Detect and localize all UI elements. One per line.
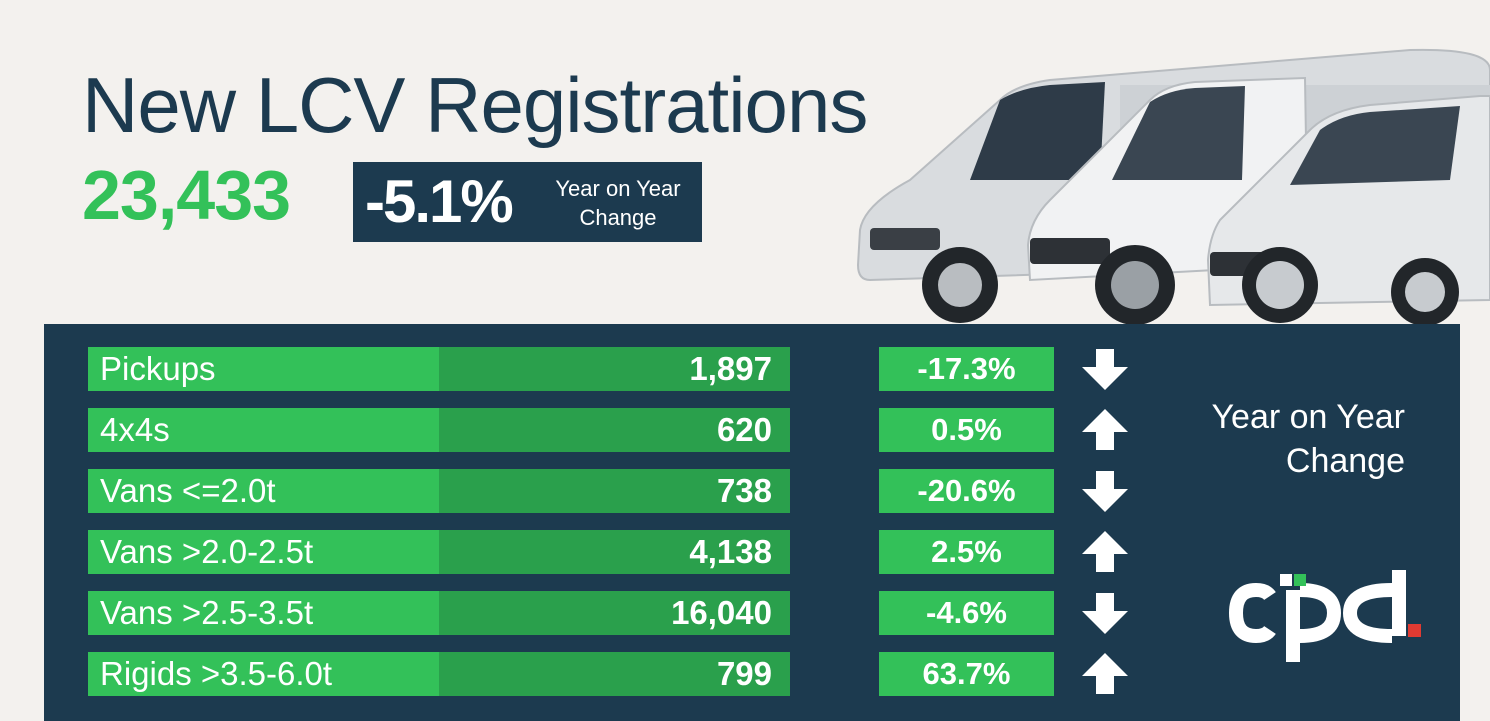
yoy-change-label-line2: Change (579, 205, 657, 230)
registrations-value: 620 (439, 408, 790, 452)
table-row: Vans <=2.0t 738 -20.6% (88, 469, 1148, 513)
yoy-change-cell: -17.3% (879, 347, 1054, 391)
table-row: Pickups 1,897 -17.3% (88, 347, 1148, 391)
yoy-change-value: -5.1% (365, 168, 514, 235)
segment-label: Rigids >3.5-6.0t (88, 652, 439, 696)
table-row: Vans >2.0-2.5t 4,138 2.5% (88, 530, 1148, 574)
legend-line1: Year on Year (1211, 398, 1406, 436)
arrow-up-icon (1082, 409, 1128, 450)
yoy-change-cell: -4.6% (879, 591, 1054, 635)
small-van-image (1206, 95, 1490, 326)
yoy-change-cell: 2.5% (879, 530, 1054, 574)
table-row: 4x4s 620 0.5% (88, 408, 1148, 452)
table-row: Rigids >3.5-6.0t 799 63.7% (88, 652, 1148, 696)
legend-line2: Change (1285, 442, 1405, 480)
arrow-down-icon (1082, 593, 1128, 634)
total-registrations: 23,433 (82, 156, 291, 234)
arrow-down-icon (1082, 471, 1128, 512)
registrations-value: 738 (439, 469, 790, 513)
table-row: Vans >2.5-3.5t 16,040 -4.6% (88, 591, 1148, 635)
segment-label: Vans >2.5-3.5t (88, 591, 439, 635)
segment-label: Pickups (88, 347, 439, 391)
segment-label: Vans >2.0-2.5t (88, 530, 439, 574)
registrations-value: 1,897 (439, 347, 790, 391)
segment-label: Vans <=2.0t (88, 469, 439, 513)
vans-illustration (856, 48, 1490, 326)
registrations-value: 4,138 (439, 530, 790, 574)
registrations-value: 799 (439, 652, 790, 696)
arrow-up-icon (1082, 531, 1128, 572)
registrations-value: 16,040 (439, 591, 790, 635)
cpd-logo (1228, 570, 1421, 662)
arrow-up-icon (1082, 653, 1128, 694)
yoy-change-box: -5.1% Year on Year Change (353, 162, 702, 242)
yoy-change-cell: 0.5% (879, 408, 1054, 452)
yoy-change-cell: 63.7% (879, 652, 1054, 696)
segment-label: 4x4s (88, 408, 439, 452)
chart-legend: Year on Year Change (1150, 395, 1406, 483)
arrow-down-icon (1082, 349, 1128, 390)
page-title: New LCV Registrations (82, 61, 868, 149)
yoy-change-label-line1: Year on Year (555, 176, 681, 201)
yoy-change-label: Year on Year Change (548, 174, 688, 232)
yoy-change-cell: -20.6% (879, 469, 1054, 513)
